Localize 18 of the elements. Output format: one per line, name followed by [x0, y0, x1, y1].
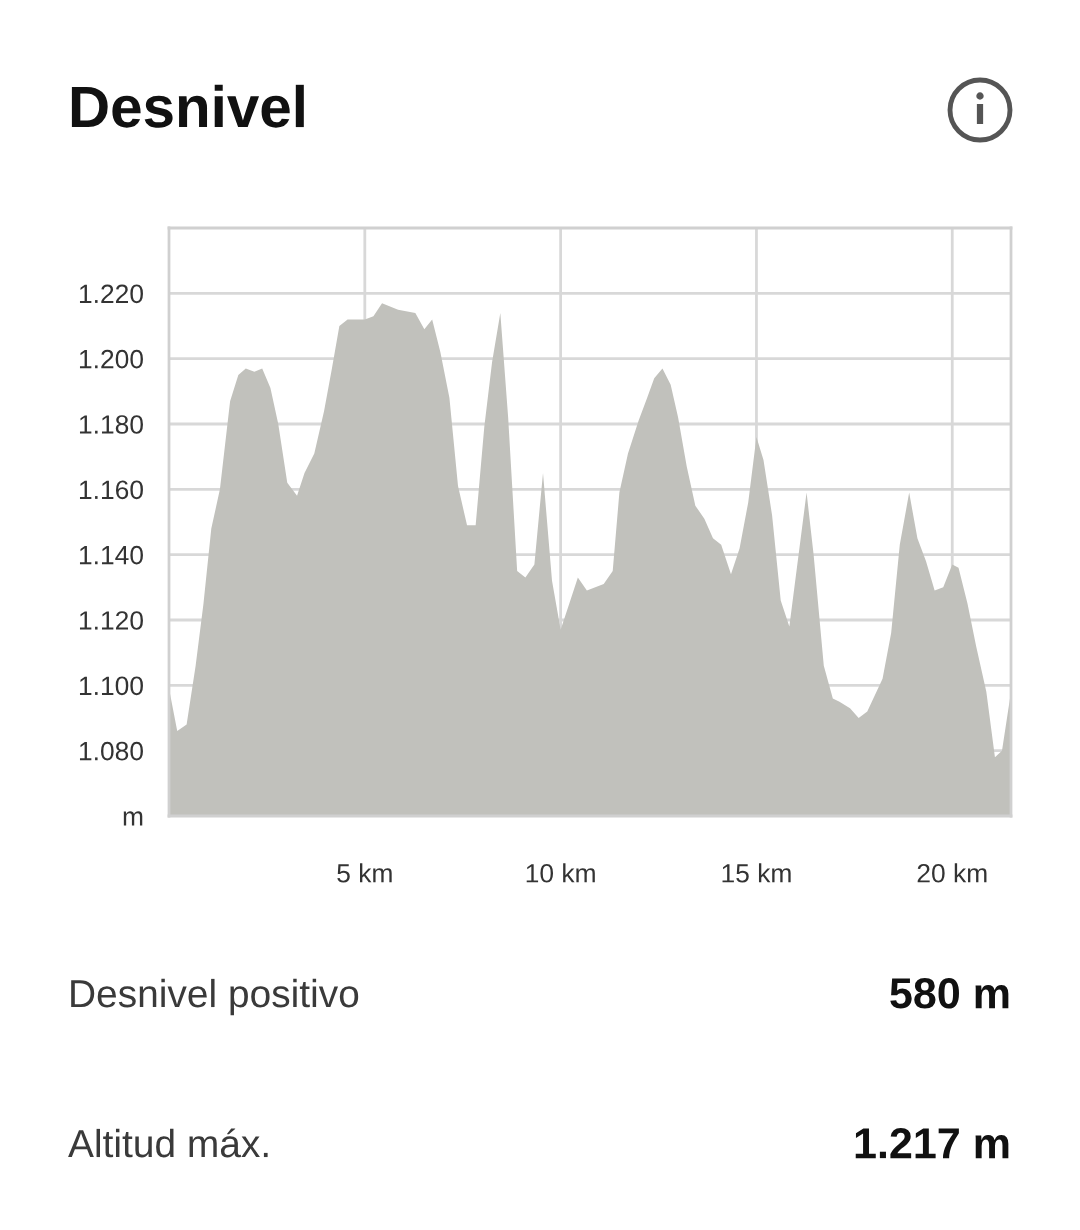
y-tick-label: 1.220: [79, 284, 143, 304]
x-tick-label: 5 km: [337, 863, 392, 883]
y-tick-label: 1.140: [79, 545, 143, 565]
y-tick-label: 1.180: [79, 415, 143, 434]
text: Altitud máx.: [68, 1128, 268, 1158]
y-tick-label: 1.120: [79, 611, 143, 630]
y-tick-label: 1.160: [79, 480, 143, 500]
x-tick-label: 15 km: [722, 863, 791, 883]
text: Desnivel positivo: [71, 978, 359, 1016]
chart-title: Desnivel: [71, 84, 304, 128]
text: 1.217 m: [855, 1128, 1009, 1159]
y-tick-label: m: [123, 811, 143, 826]
text: 580 m: [890, 978, 1009, 1009]
x-tick-label: 20 km: [917, 863, 987, 883]
y-tick-label: 1.080: [79, 741, 143, 761]
x-tick-label: 10 km: [526, 863, 595, 883]
y-tick-label: 1.100: [79, 676, 143, 696]
y-tick-label: 1.200: [79, 349, 143, 369]
